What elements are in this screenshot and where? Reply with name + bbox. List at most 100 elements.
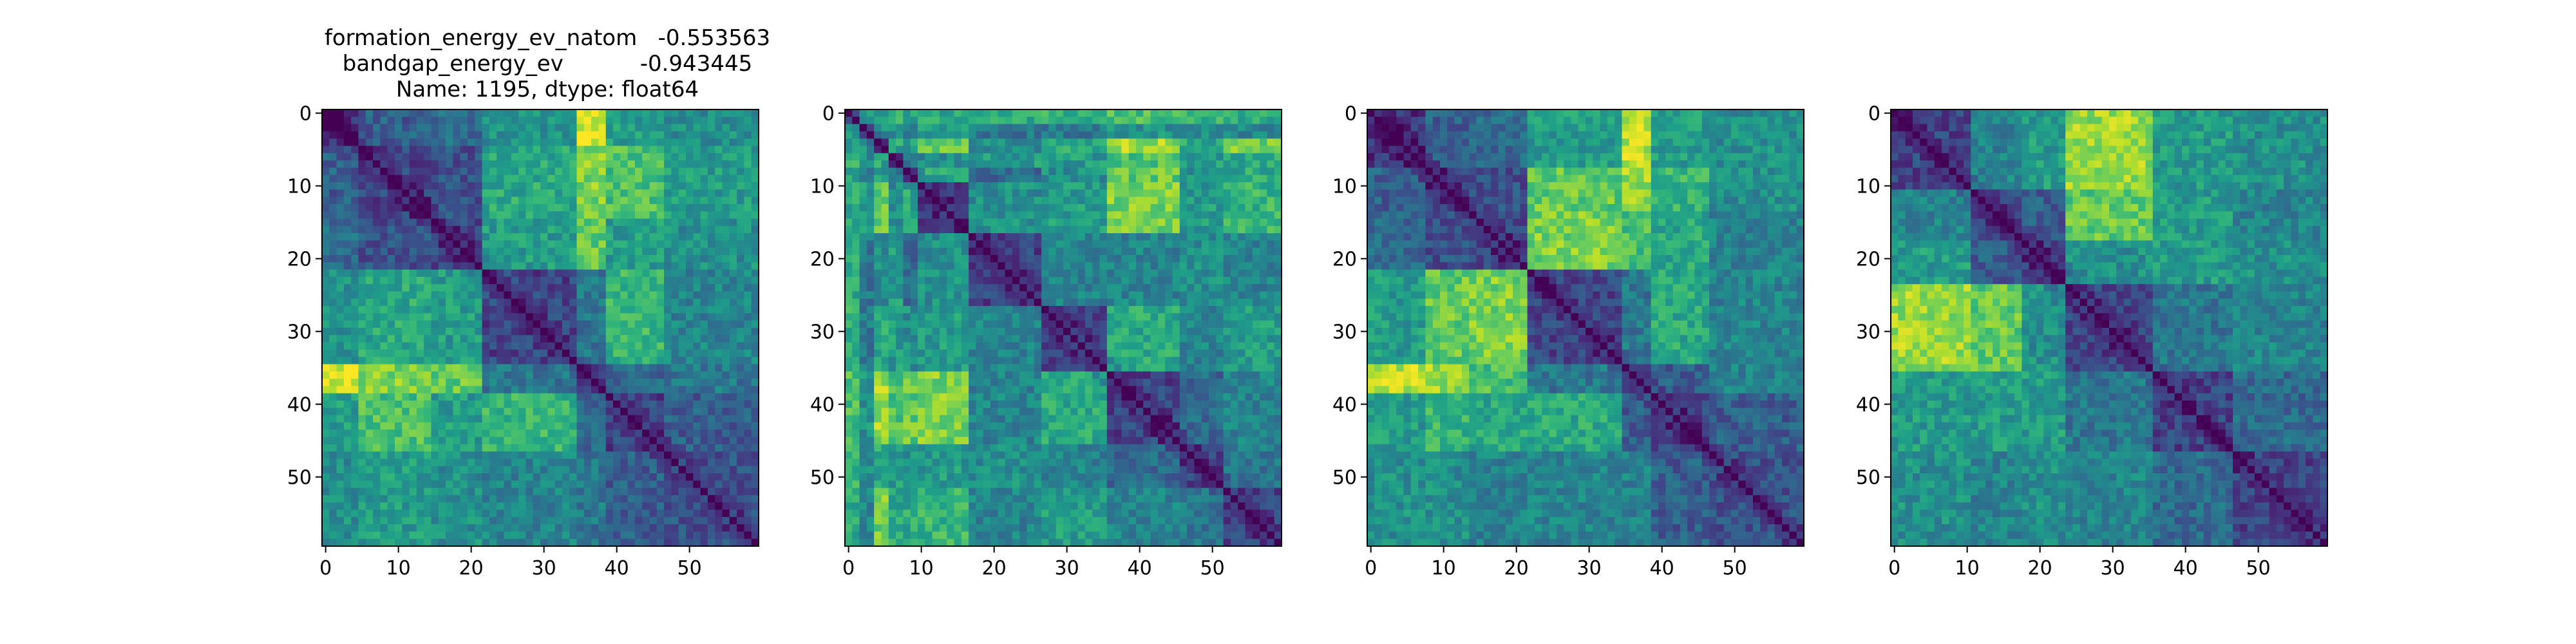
heatmap-cell xyxy=(460,488,468,496)
heatmap-cell xyxy=(1099,160,1108,168)
heatmap-cell xyxy=(482,415,490,423)
heatmap-cell xyxy=(888,204,896,212)
heatmap-cell xyxy=(983,204,991,212)
heatmap-cell xyxy=(751,466,759,474)
heatmap-cell xyxy=(605,342,614,350)
heatmap-cell xyxy=(598,335,607,343)
heatmap-cell xyxy=(642,298,650,307)
heatmap-cell xyxy=(591,495,599,503)
heatmap-cell xyxy=(605,408,614,416)
heatmap-cell xyxy=(446,349,453,357)
heatmap-cell xyxy=(511,393,519,401)
heatmap-cell xyxy=(983,255,991,263)
heatmap-cell xyxy=(664,342,672,350)
heatmap-cell xyxy=(329,466,337,474)
heatmap-cell xyxy=(744,189,752,198)
heatmap-cell xyxy=(896,189,904,198)
heatmap-cell xyxy=(540,328,548,336)
heatmap-cell xyxy=(642,444,650,452)
heatmap-cell xyxy=(671,247,679,256)
heatmap-cell xyxy=(373,313,381,321)
heatmap-cell xyxy=(569,328,578,336)
heatmap-cell xyxy=(707,444,715,452)
heatmap-cell xyxy=(881,204,889,212)
heatmap-cell xyxy=(468,379,475,386)
heatmap-cell xyxy=(1216,138,1224,147)
heatmap-cell xyxy=(554,247,563,256)
heatmap-cell xyxy=(881,262,889,270)
heatmap-cell xyxy=(583,451,592,459)
heatmap-cell xyxy=(700,349,708,357)
heatmap-cell xyxy=(751,502,759,511)
heatmap-cell xyxy=(845,189,853,198)
heatmap-cell xyxy=(671,218,679,227)
heatmap-cell xyxy=(751,342,759,350)
heatmap-cell xyxy=(1084,146,1093,154)
heatmap-cell xyxy=(336,408,345,416)
heatmap-cell xyxy=(540,291,548,299)
heatmap-cell xyxy=(482,538,490,547)
heatmap-cell xyxy=(504,160,512,168)
heatmap-cell xyxy=(547,146,556,154)
heatmap-cell xyxy=(533,211,541,220)
heatmap-cell xyxy=(598,124,607,132)
heatmap-cell xyxy=(1070,196,1079,205)
heatmap-cell xyxy=(526,415,534,423)
heatmap-cell xyxy=(686,401,694,408)
heatmap-cell xyxy=(402,218,410,227)
heatmap-cell xyxy=(737,371,744,379)
heatmap-cell xyxy=(678,538,687,547)
heatmap-cell xyxy=(431,291,439,299)
heatmap-cell xyxy=(737,182,744,190)
heatmap-cell xyxy=(969,182,976,190)
heatmap-cell xyxy=(1223,211,1231,220)
heatmap-cell xyxy=(453,131,461,139)
heatmap-cell xyxy=(678,480,687,489)
heatmap-cell xyxy=(540,255,548,263)
heatmap-cell xyxy=(373,401,381,408)
heatmap-cell xyxy=(380,349,388,357)
heatmap-cell xyxy=(446,269,453,278)
heatmap-cell xyxy=(511,466,519,474)
heatmap-cell xyxy=(416,364,424,372)
heatmap-cell xyxy=(649,342,658,350)
heatmap-cell xyxy=(671,160,679,168)
heatmap-cell xyxy=(715,495,723,503)
heatmap-cell xyxy=(693,117,701,125)
heatmap-cell xyxy=(322,422,330,430)
heatmap-cell xyxy=(1056,269,1064,278)
heatmap-cell xyxy=(358,328,366,336)
heatmap-cell xyxy=(387,284,395,292)
heatmap-cell xyxy=(613,138,621,147)
heatmap-cell xyxy=(402,291,410,299)
heatmap-cell xyxy=(642,276,650,285)
heatmap-cell xyxy=(605,524,614,532)
heatmap-cell xyxy=(1084,167,1093,176)
heatmap-cell xyxy=(526,495,534,503)
heatmap-cell xyxy=(649,255,658,263)
heatmap-cell xyxy=(402,401,410,408)
heatmap-cell xyxy=(402,430,410,438)
heatmap-cell xyxy=(511,357,519,365)
heatmap-cell xyxy=(358,247,366,256)
heatmap-cell xyxy=(1209,182,1217,190)
heatmap-cell xyxy=(358,437,366,445)
heatmap-cell xyxy=(518,422,526,430)
heatmap-cell xyxy=(322,371,330,379)
heatmap-cell xyxy=(707,276,715,285)
heatmap-cell xyxy=(671,422,679,430)
heatmap-cell xyxy=(395,320,402,328)
heatmap-cell xyxy=(554,401,563,408)
heatmap-cell xyxy=(387,531,395,540)
heatmap-cell xyxy=(874,167,882,176)
heatmap-cell xyxy=(598,371,607,379)
heatmap-cell xyxy=(387,393,395,401)
heatmap-cell xyxy=(365,131,374,139)
heatmap-cell xyxy=(990,262,998,270)
heatmap-cell xyxy=(416,269,424,278)
heatmap-cell xyxy=(504,306,512,314)
heatmap-cell xyxy=(431,357,439,365)
heatmap-cell xyxy=(351,284,359,292)
heatmap-cell xyxy=(1041,269,1049,278)
heatmap-cell xyxy=(707,473,715,481)
